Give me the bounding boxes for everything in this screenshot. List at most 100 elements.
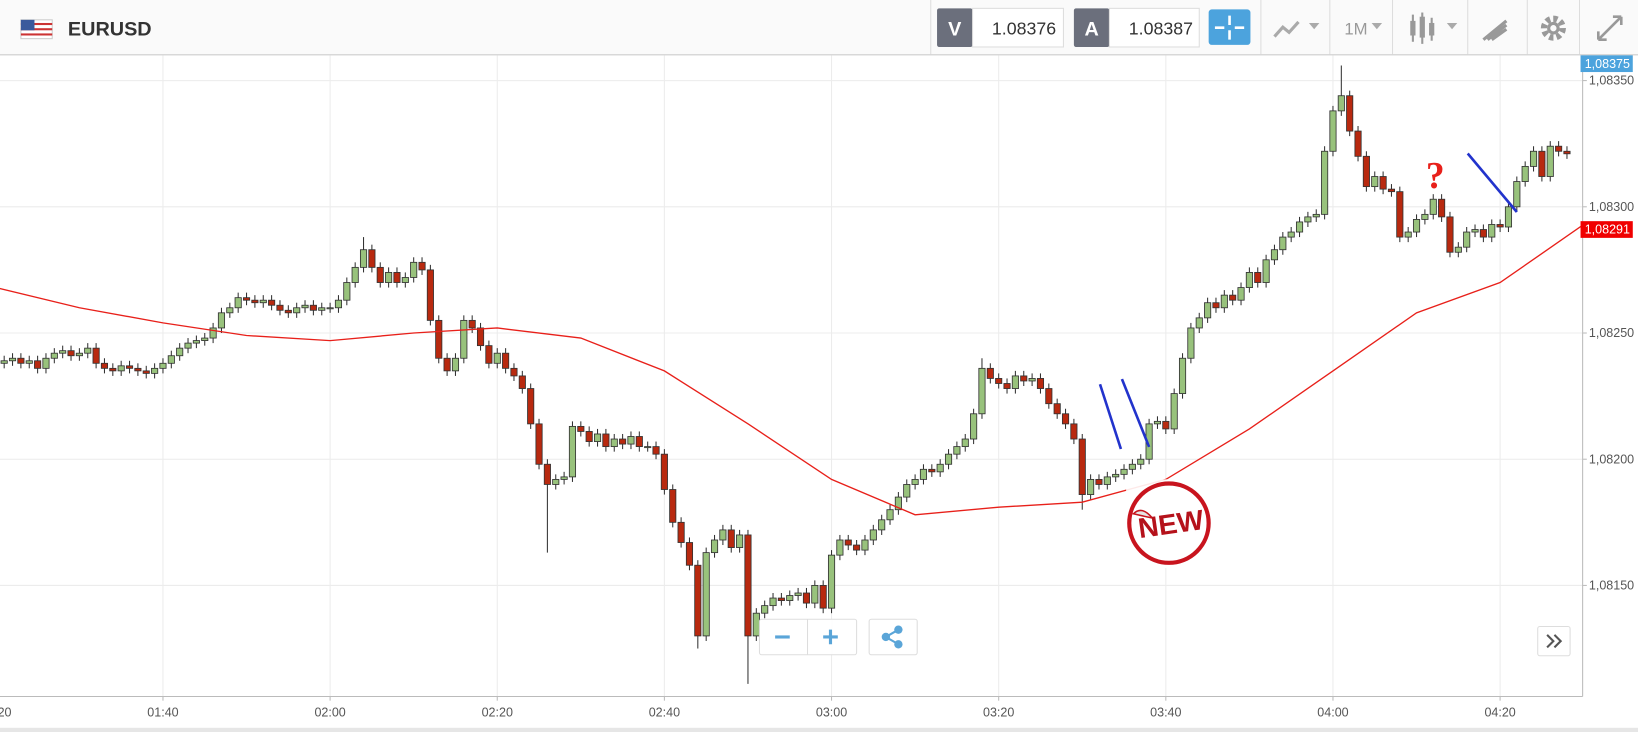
bid-box[interactable] bbox=[972, 7, 1064, 48]
candle-body bbox=[176, 347, 184, 357]
candle-body bbox=[151, 367, 159, 374]
candle-body bbox=[401, 277, 409, 283]
candle-body bbox=[861, 539, 869, 551]
candle-body bbox=[744, 534, 752, 637]
candle-body bbox=[75, 352, 83, 357]
candle-body bbox=[1446, 216, 1454, 253]
candle-body bbox=[376, 266, 384, 283]
chart-type-icon[interactable] bbox=[1273, 20, 1300, 38]
candle-body bbox=[359, 249, 368, 268]
candle-body bbox=[468, 319, 476, 329]
candle-body bbox=[811, 585, 819, 604]
new-sticker: NEW bbox=[1126, 479, 1214, 569]
ask-box[interactable] bbox=[1108, 7, 1200, 48]
bid-price[interactable]: 1.08376 bbox=[992, 18, 1056, 38]
candle-body bbox=[936, 463, 944, 473]
share-button[interactable] bbox=[881, 625, 903, 649]
candle-body bbox=[1429, 198, 1437, 215]
candle-body bbox=[510, 367, 518, 377]
candle-body bbox=[1153, 420, 1162, 425]
candle-body bbox=[393, 272, 401, 283]
candle-body bbox=[326, 307, 334, 310]
timeframe[interactable]: 1M bbox=[1344, 19, 1367, 38]
candle-body bbox=[1421, 213, 1429, 220]
candle-body bbox=[1011, 375, 1019, 389]
candles-icon[interactable] bbox=[1410, 12, 1435, 44]
trend-line bbox=[1098, 383, 1123, 450]
candle-body bbox=[560, 476, 568, 480]
candle-body bbox=[1287, 231, 1295, 238]
candle-body bbox=[192, 340, 200, 344]
candle-body bbox=[802, 592, 811, 604]
scroll-end-icon[interactable] bbox=[1546, 634, 1563, 649]
candle-body bbox=[677, 521, 685, 543]
candle-body bbox=[593, 433, 602, 442]
candle-body bbox=[970, 413, 978, 440]
candle-body bbox=[1245, 272, 1253, 288]
candle-body bbox=[1204, 302, 1212, 319]
candle-body bbox=[1404, 231, 1412, 238]
candle-body bbox=[1095, 478, 1103, 485]
candle-body bbox=[1178, 357, 1187, 395]
candle-body bbox=[293, 307, 301, 314]
candle-body bbox=[1504, 206, 1513, 228]
candle-body bbox=[109, 367, 117, 372]
x-tick-label: 02:20 bbox=[482, 705, 513, 719]
candle-body bbox=[1045, 388, 1053, 405]
zoom-in-button[interactable] bbox=[823, 629, 838, 645]
candle-body bbox=[226, 307, 234, 314]
settings-icon[interactable] bbox=[1540, 15, 1566, 41]
candle-body bbox=[0, 360, 8, 364]
candle-body bbox=[769, 597, 777, 607]
candle-body bbox=[752, 612, 760, 637]
candle-body bbox=[761, 605, 769, 614]
x-tick-label: 01:20 bbox=[0, 705, 12, 719]
candle-body bbox=[485, 345, 493, 364]
candle-body bbox=[1337, 95, 1345, 112]
candle-body bbox=[1463, 231, 1471, 248]
candle-body bbox=[1053, 403, 1061, 415]
candle-body bbox=[627, 436, 635, 445]
candle-body bbox=[827, 554, 836, 609]
candle-body bbox=[1387, 188, 1396, 193]
symbol[interactable]: EURUSD bbox=[68, 19, 152, 41]
candle-body bbox=[351, 266, 359, 283]
x-tick-label: 03:40 bbox=[1150, 705, 1181, 719]
candle-body bbox=[1229, 294, 1237, 301]
candle-body bbox=[903, 484, 911, 498]
candle-body bbox=[1128, 463, 1136, 470]
candle-body bbox=[34, 360, 42, 369]
candle-body bbox=[694, 564, 702, 637]
crosshair-button[interactable] bbox=[1208, 9, 1251, 45]
bid-button[interactable] bbox=[937, 8, 973, 47]
candle-body bbox=[961, 438, 969, 448]
candle-body bbox=[334, 299, 343, 309]
price-tags: 1,08375 1,08291 bbox=[1580, 55, 1633, 238]
bid-label[interactable]: V bbox=[948, 19, 962, 41]
candle-body bbox=[819, 585, 827, 609]
candle-body bbox=[493, 352, 501, 364]
candle-body bbox=[944, 453, 953, 465]
y-tick-label: 1,08350 bbox=[1589, 74, 1634, 88]
candle-body bbox=[518, 375, 526, 389]
fullscreen-icon[interactable] bbox=[1596, 15, 1623, 41]
x-tick-label: 04:20 bbox=[1484, 705, 1515, 719]
drawings bbox=[1098, 152, 1518, 450]
candle-body bbox=[1538, 150, 1546, 177]
candle-body bbox=[911, 478, 919, 485]
candle-body bbox=[134, 367, 142, 372]
candle-body bbox=[1412, 219, 1421, 233]
candle-body bbox=[1396, 191, 1404, 238]
ask-button[interactable] bbox=[1073, 8, 1110, 47]
candle-body bbox=[660, 453, 668, 490]
candle-body bbox=[568, 425, 577, 478]
candle-body bbox=[552, 478, 560, 485]
draw-icon[interactable] bbox=[1482, 19, 1508, 41]
ask-price[interactable]: 1.08387 bbox=[1129, 18, 1193, 38]
candle-body bbox=[142, 370, 150, 374]
candle-body bbox=[1262, 259, 1270, 283]
ask-label[interactable]: A bbox=[1084, 19, 1098, 41]
candle-body bbox=[1087, 478, 1095, 495]
candle-body bbox=[777, 597, 785, 601]
